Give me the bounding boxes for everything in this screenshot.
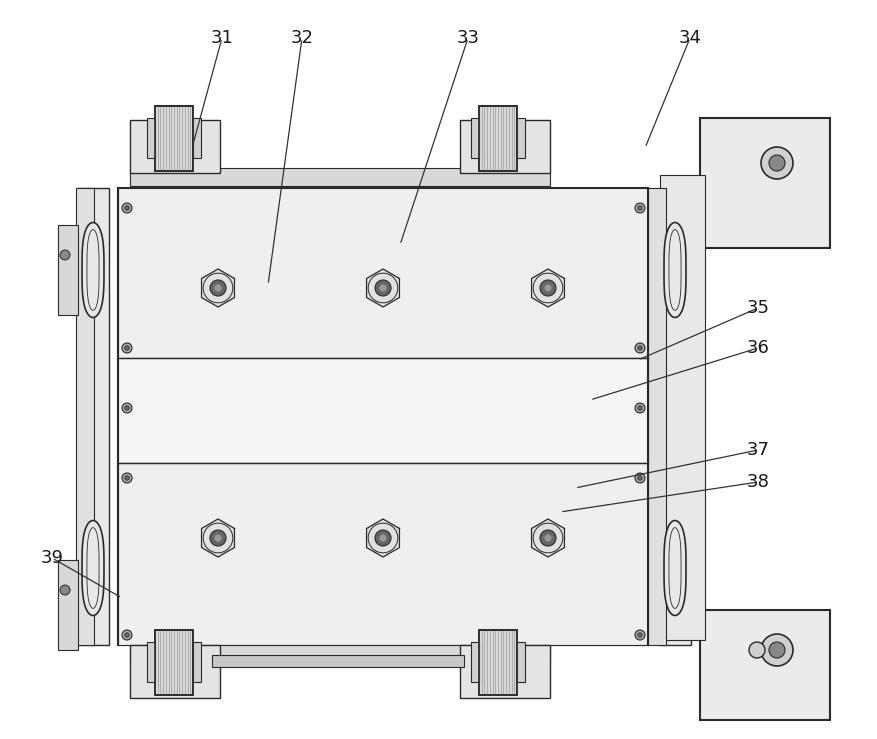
Bar: [479, 630, 517, 695]
Text: 37: 37: [745, 441, 768, 459]
Polygon shape: [663, 520, 685, 616]
Circle shape: [125, 633, 129, 637]
Bar: [155, 106, 193, 171]
Circle shape: [634, 403, 645, 413]
Polygon shape: [82, 520, 103, 616]
Circle shape: [125, 205, 129, 211]
Bar: [193, 642, 201, 682]
Bar: [118, 188, 647, 358]
Circle shape: [544, 534, 551, 542]
Circle shape: [122, 630, 132, 640]
Polygon shape: [202, 269, 234, 307]
Circle shape: [374, 280, 390, 296]
Bar: [146, 642, 155, 682]
Bar: [155, 630, 193, 695]
Text: 31: 31: [210, 29, 233, 47]
Polygon shape: [202, 519, 234, 557]
Circle shape: [760, 634, 792, 666]
Text: 38: 38: [745, 473, 768, 491]
Bar: [460, 645, 549, 698]
Polygon shape: [366, 519, 399, 557]
Circle shape: [637, 346, 641, 350]
Circle shape: [634, 630, 645, 640]
Circle shape: [634, 473, 645, 483]
Circle shape: [125, 346, 129, 350]
Bar: [517, 642, 524, 682]
Bar: [479, 106, 517, 171]
Circle shape: [768, 642, 784, 658]
Bar: [146, 118, 155, 158]
Polygon shape: [82, 222, 103, 318]
Circle shape: [214, 534, 221, 542]
Circle shape: [122, 473, 132, 483]
Text: 39: 39: [40, 549, 63, 567]
Bar: [479, 630, 517, 695]
Circle shape: [125, 476, 129, 480]
Circle shape: [637, 205, 641, 211]
Bar: [193, 118, 201, 158]
Circle shape: [637, 406, 641, 410]
Circle shape: [634, 343, 645, 353]
Bar: [118, 463, 647, 645]
Circle shape: [122, 343, 132, 353]
Polygon shape: [663, 222, 685, 318]
Bar: [58, 225, 78, 315]
Circle shape: [637, 633, 641, 637]
Bar: [517, 118, 524, 158]
Bar: [211, 655, 463, 667]
Circle shape: [379, 534, 386, 542]
Bar: [659, 188, 690, 645]
Bar: [130, 120, 220, 173]
Bar: [76, 188, 94, 645]
Bar: [77, 188, 109, 645]
Text: 36: 36: [745, 339, 768, 357]
Circle shape: [125, 406, 129, 410]
Bar: [118, 358, 647, 463]
Bar: [479, 106, 517, 171]
Circle shape: [122, 403, 132, 413]
Bar: [470, 118, 479, 158]
Circle shape: [60, 585, 70, 595]
Circle shape: [122, 203, 132, 213]
Circle shape: [374, 530, 390, 546]
Bar: [460, 120, 549, 173]
Text: 35: 35: [745, 299, 768, 317]
Bar: [699, 610, 829, 720]
Circle shape: [760, 147, 792, 179]
Circle shape: [60, 250, 70, 260]
Circle shape: [379, 285, 386, 292]
Circle shape: [634, 203, 645, 213]
Bar: [58, 560, 78, 650]
Polygon shape: [366, 269, 399, 307]
Polygon shape: [531, 269, 564, 307]
Circle shape: [544, 285, 551, 292]
Bar: [647, 188, 666, 645]
Bar: [130, 168, 549, 186]
Circle shape: [210, 280, 225, 296]
Bar: [130, 645, 220, 698]
Circle shape: [539, 530, 555, 546]
Circle shape: [637, 476, 641, 480]
Circle shape: [539, 280, 555, 296]
Circle shape: [748, 642, 764, 658]
Circle shape: [768, 155, 784, 171]
Circle shape: [214, 285, 221, 292]
Bar: [699, 118, 829, 248]
Text: 34: 34: [678, 29, 701, 47]
Polygon shape: [531, 519, 564, 557]
Bar: [155, 630, 193, 695]
Bar: [118, 188, 647, 645]
Bar: [660, 175, 704, 640]
Bar: [155, 106, 193, 171]
Bar: [470, 642, 479, 682]
Text: 33: 33: [456, 29, 479, 47]
Circle shape: [210, 530, 225, 546]
Bar: [130, 645, 549, 663]
Text: 32: 32: [290, 29, 313, 47]
